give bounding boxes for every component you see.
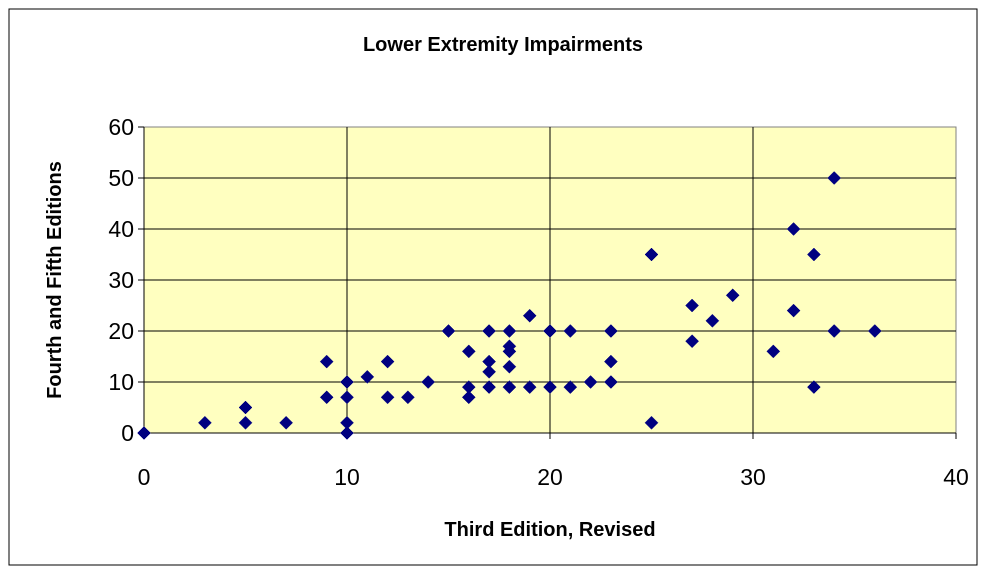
data-point: [604, 375, 618, 389]
data-point: [502, 359, 517, 374]
data-point: [543, 380, 557, 394]
data-point: [340, 415, 354, 430]
data-point: [461, 380, 476, 394]
data-point: [604, 354, 618, 369]
y-tick-label: 40: [108, 216, 134, 242]
x-tick-label: 40: [943, 464, 969, 490]
data-point: [685, 334, 699, 349]
data-point: [401, 390, 415, 405]
data-point: [238, 415, 253, 430]
data-point: [421, 375, 436, 389]
data-point: [827, 324, 842, 338]
x-tick-label: 30: [740, 464, 766, 490]
chart-title: Lower Extremity Impairments: [363, 34, 643, 56]
y-tick-label: 10: [108, 369, 134, 395]
data-point: [502, 339, 517, 354]
data-point: [340, 426, 354, 440]
data-point: [522, 380, 537, 394]
data-point: [807, 247, 821, 262]
data-point: [380, 390, 395, 405]
data-point: [543, 324, 557, 338]
data-point: [441, 324, 456, 338]
data-point: [502, 380, 517, 394]
tick-labels: 0 10 20 30 40 50 60 0 10 20 30 40: [108, 114, 968, 490]
y-tick-label: 60: [108, 114, 134, 140]
data-point: [482, 354, 496, 369]
data-point: [360, 370, 375, 384]
data-point: [502, 324, 517, 338]
data-point: [198, 415, 212, 430]
data-point: [583, 375, 598, 389]
x-tick-label: 10: [334, 464, 360, 490]
y-tick-label: 50: [108, 165, 134, 191]
data-points: [137, 171, 882, 440]
y-tick-label: 0: [121, 420, 134, 446]
data-point: [644, 247, 659, 262]
data-point: [786, 303, 801, 318]
data-point: [563, 324, 578, 338]
data-point: [238, 400, 253, 415]
data-point: [807, 380, 821, 394]
data-point: [340, 390, 354, 405]
data-point: [319, 354, 334, 369]
data-point: [522, 308, 537, 323]
data-point: [644, 415, 659, 430]
data-point: [705, 313, 720, 328]
data-point: [137, 426, 151, 440]
data-point: [482, 324, 496, 338]
data-point: [867, 324, 882, 338]
data-point: [482, 364, 496, 379]
data-point: [279, 415, 293, 430]
x-axis-title: Third Edition, Revised: [444, 519, 655, 541]
data-point: [563, 380, 578, 394]
y-tick-label: 30: [108, 267, 134, 293]
data-point: [766, 344, 781, 359]
x-tick-label: 20: [537, 464, 563, 490]
data-point: [461, 390, 476, 405]
x-tick-label: 0: [138, 464, 151, 490]
data-point: [319, 390, 334, 405]
data-point: [685, 298, 699, 313]
data-point: [461, 344, 476, 359]
data-point: [786, 222, 801, 236]
data-point: [340, 375, 354, 389]
data-point: [725, 288, 740, 303]
y-tick-label: 20: [108, 318, 134, 344]
data-point: [827, 171, 842, 185]
y-axis-title: Fourth and Fifth Editions: [44, 161, 66, 399]
data-point: [604, 324, 618, 338]
data-point: [482, 380, 496, 394]
data-point: [380, 354, 395, 369]
